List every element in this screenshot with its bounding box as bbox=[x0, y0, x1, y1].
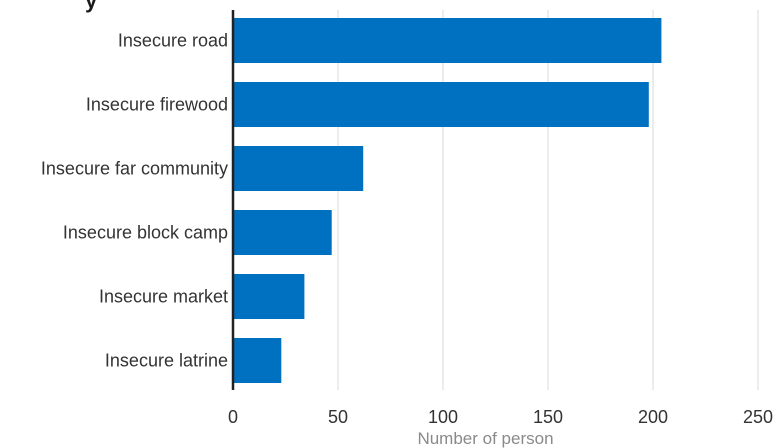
x-tick-label: 250 bbox=[743, 407, 773, 427]
category-label: Insecure market bbox=[99, 287, 228, 307]
x-tick-label: 200 bbox=[638, 407, 668, 427]
x-tick-label: 100 bbox=[428, 407, 458, 427]
gridlines bbox=[337, 10, 759, 390]
category-label: Insecure block camp bbox=[63, 223, 228, 243]
category-label: Insecure firewood bbox=[86, 95, 228, 115]
x-tick-label: 50 bbox=[328, 407, 348, 427]
bar bbox=[233, 274, 305, 319]
category-label: Insecure road bbox=[118, 31, 228, 51]
category-label: Insecure far community bbox=[41, 159, 228, 179]
category-labels: Insecure road Insecure firewood Insecure f… bbox=[41, 31, 228, 371]
bar bbox=[233, 146, 364, 191]
bar bbox=[233, 82, 649, 127]
bar bbox=[233, 210, 332, 255]
category-label: Insecure latrine bbox=[105, 351, 228, 371]
chart-title-fragment: y bbox=[85, 0, 98, 13]
bar bbox=[233, 338, 282, 383]
x-tick-label: 0 bbox=[228, 407, 238, 427]
x-tick-label: 150 bbox=[533, 407, 563, 427]
bar bbox=[233, 18, 662, 63]
bars bbox=[233, 18, 662, 383]
x-tick-labels: 0 50 100 150 200 250 bbox=[228, 407, 773, 427]
x-axis-title: Number of person bbox=[417, 429, 553, 448]
